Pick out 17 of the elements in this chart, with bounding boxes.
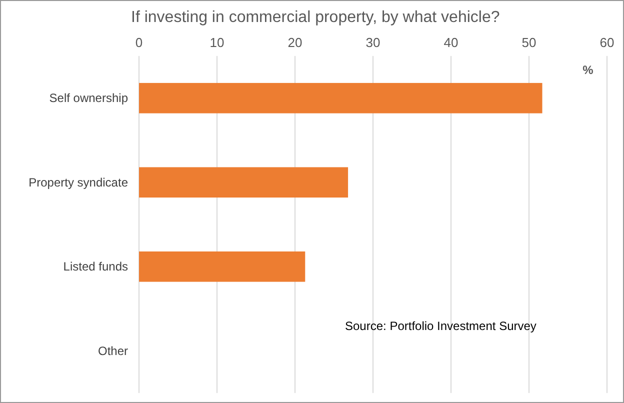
bar [139,251,306,282]
x-tick-label: 10 [210,35,224,50]
x-tick-label: 20 [288,35,302,50]
bar [139,167,348,198]
x-tick-label: 50 [522,35,536,50]
bar [139,82,542,114]
annotation: Source: Portfolio Investment Survey [345,319,536,333]
chart-title: If investing in commercial property, by what vehicle? [131,9,500,26]
y-tick-label: Self ownership [49,91,128,106]
x-tick-label: 30 [366,35,380,50]
y-tick-label: Listed funds [63,260,128,274]
x-tick-label: 0 [135,35,143,50]
x-tick-label: 60 [600,35,614,50]
x-axis-title: % [582,63,594,77]
y-tick-label: Property syndicate [28,175,128,190]
x-tick-label: 40 [444,35,458,50]
y-tick-label: Other [98,344,128,358]
